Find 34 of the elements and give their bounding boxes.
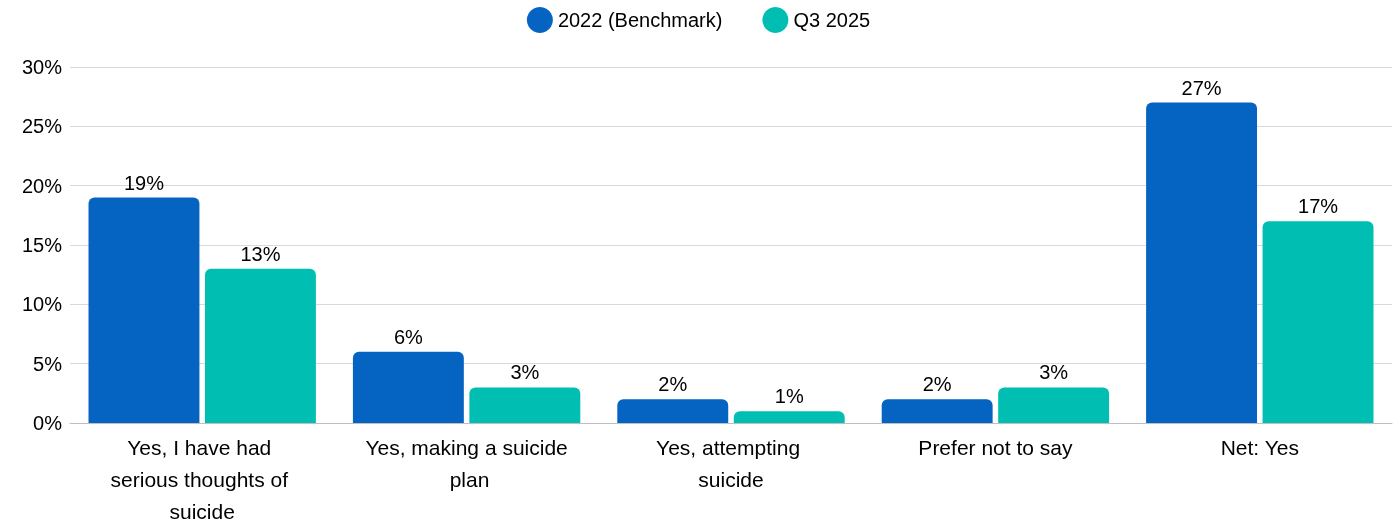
bar bbox=[352, 351, 464, 423]
bar bbox=[204, 268, 316, 423]
data-label: 2% bbox=[922, 373, 952, 396]
bar bbox=[1146, 102, 1258, 423]
data-label: 3% bbox=[1039, 361, 1069, 384]
data-label: 3% bbox=[510, 361, 540, 384]
x-tick-label: Prefer not to say bbox=[918, 435, 1073, 459]
legend-label: 2022 (Benchmark) bbox=[557, 9, 723, 31]
bar bbox=[469, 387, 581, 423]
bar bbox=[88, 197, 200, 423]
data-label: 1% bbox=[774, 385, 804, 408]
x-tick-label: Yes, attempting suicide bbox=[656, 435, 806, 491]
y-tick-label: 25% bbox=[21, 115, 63, 138]
bar bbox=[881, 399, 993, 423]
y-tick-label: 30% bbox=[21, 56, 63, 78]
legend-label: Q3 2025 bbox=[793, 9, 871, 31]
x-tick-label: Yes, I have had serious thoughts of suicide bbox=[110, 435, 294, 523]
y-tick-label: 20% bbox=[21, 174, 63, 197]
y-tick-label: 0% bbox=[33, 412, 63, 434]
data-label: 27% bbox=[1181, 76, 1222, 99]
y-tick-label: 15% bbox=[21, 234, 63, 256]
data-label: 2% bbox=[658, 373, 688, 396]
x-tick-label: Yes, making a suicide plan bbox=[365, 435, 568, 491]
y-tick-label: 5% bbox=[33, 352, 63, 375]
data-label: 6% bbox=[393, 325, 424, 348]
data-label: 17% bbox=[1298, 195, 1339, 218]
data-label: 19% bbox=[123, 171, 165, 194]
x-tick-label: Net: Yes bbox=[1220, 435, 1299, 459]
data-label: 13% bbox=[240, 242, 281, 265]
bar bbox=[617, 399, 729, 423]
bar bbox=[733, 411, 845, 423]
y-tick-label: 10% bbox=[21, 293, 63, 316]
bar bbox=[998, 387, 1110, 423]
bar bbox=[1262, 221, 1374, 423]
